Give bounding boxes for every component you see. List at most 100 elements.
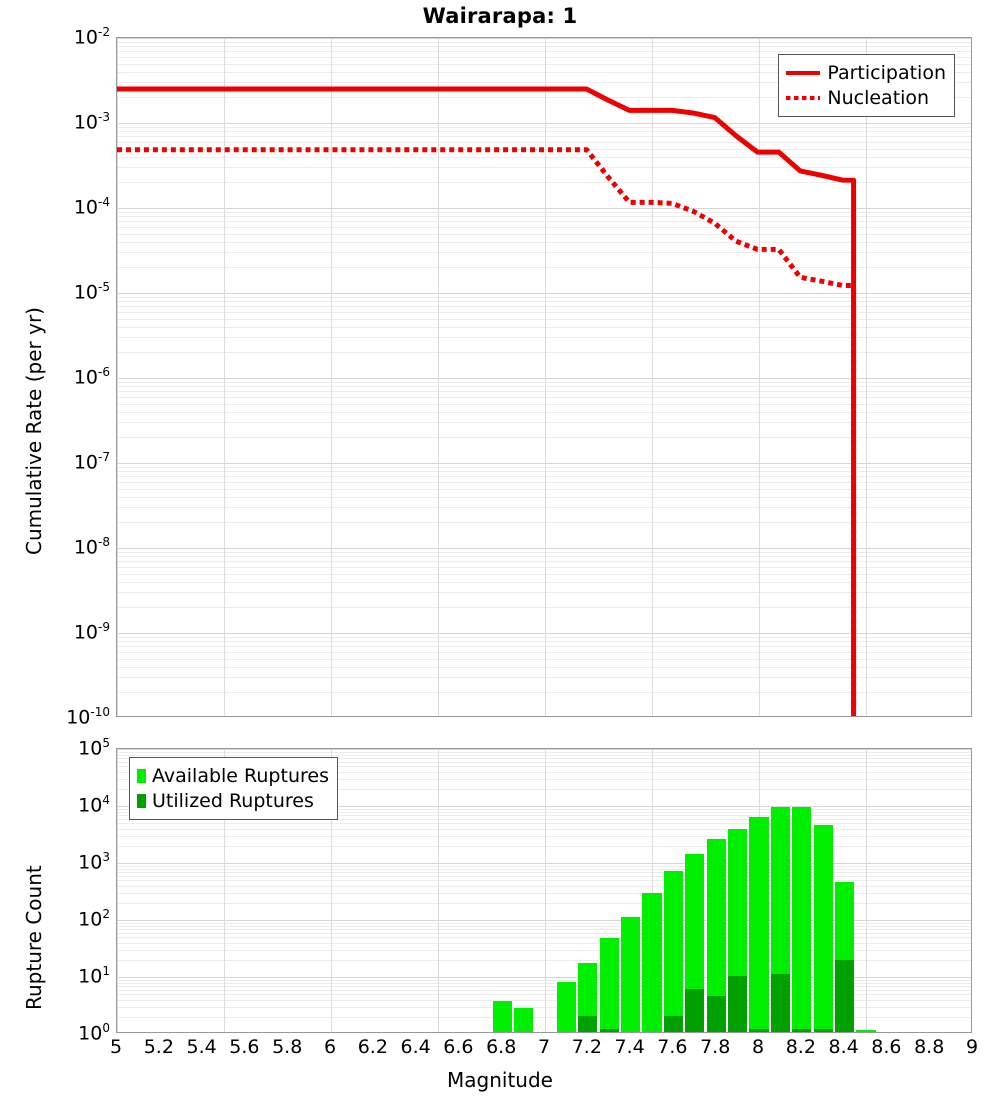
gridline-h — [117, 677, 971, 678]
gridline-v — [331, 749, 332, 1032]
gridline-h — [117, 1007, 971, 1008]
gridline-h — [117, 1000, 971, 1001]
gridline-h — [117, 467, 971, 468]
gridline-h — [117, 234, 971, 235]
rupture-count-plot: Available Ruptures Utilized Ruptures — [116, 748, 972, 1033]
ytick-bottom-tick: 102 — [78, 907, 110, 931]
gridline-h — [117, 378, 971, 379]
x-tick: 7.2 — [571, 1036, 602, 1058]
gridline-h — [117, 637, 971, 638]
gridline-h — [117, 986, 971, 987]
gridline-h — [117, 327, 971, 328]
gridline-h — [117, 937, 971, 938]
x-tick: 5 — [109, 1036, 123, 1058]
rupture-bar — [599, 749, 619, 1032]
bar-available-segment — [813, 825, 833, 1032]
gridline-h — [117, 142, 971, 143]
ytick-top-tick: 10-6 — [73, 365, 110, 389]
bar-available-segment — [599, 938, 619, 1032]
gridline-v — [866, 749, 867, 1032]
gridline-h — [117, 293, 971, 294]
rupture-bar — [706, 749, 726, 1032]
legend-item-nucleation[interactable]: Nucleation — [786, 85, 946, 110]
x-tick: 7.4 — [614, 1036, 645, 1058]
gridline-h — [117, 51, 971, 52]
x-tick: 8.2 — [785, 1036, 816, 1058]
gridline-h — [117, 667, 971, 668]
gridline-h — [117, 582, 971, 583]
gridline-h — [117, 72, 971, 73]
gridline-h — [117, 42, 971, 43]
gridline-h — [117, 983, 971, 984]
rupture-bar — [685, 749, 705, 1032]
bar-utilized-segment — [578, 1016, 598, 1032]
bar-available-segment — [578, 963, 598, 1032]
gridline-h — [117, 903, 971, 904]
rate-curves — [117, 86, 857, 716]
legend-item-utilized-ruptures[interactable]: Utilized Ruptures — [137, 788, 329, 813]
legend-label-available: Available Ruptures — [152, 764, 329, 787]
gridline-h — [117, 497, 971, 498]
gridline-v — [652, 749, 653, 1032]
gridline-v — [331, 38, 332, 716]
gridline-h — [117, 592, 971, 593]
gridline-v — [545, 38, 546, 716]
gridline-h — [117, 437, 971, 438]
gridline-h — [117, 950, 971, 951]
bar-utilized-segment — [813, 1028, 833, 1032]
rupture-bar — [492, 749, 512, 1032]
bar-available-segment — [556, 982, 577, 1032]
gridline-h — [117, 886, 971, 887]
x-tick: 6.4 — [400, 1036, 431, 1058]
rupture-bar — [749, 749, 769, 1032]
gridline-h — [117, 755, 971, 756]
top-y-axis-label: Cumulative Rate (per yr) — [22, 307, 46, 555]
gridline-v — [866, 38, 867, 716]
gridline-h — [117, 422, 971, 423]
gridline-h — [117, 182, 971, 183]
bar-available-segment — [663, 870, 684, 1032]
ytick-bottom-tick: 105 — [78, 736, 110, 760]
gridline-h — [117, 815, 971, 816]
gridline-h — [117, 522, 971, 523]
gridline-h — [117, 561, 971, 562]
gridline-v — [652, 38, 653, 716]
bar-available-segment — [706, 839, 726, 1032]
gridline-h — [117, 382, 971, 383]
gridline-h — [117, 819, 971, 820]
gridline-h — [117, 766, 971, 767]
gridline-h — [117, 943, 971, 944]
gridline-h — [117, 933, 971, 934]
ytick-bottom-tick: 100 — [78, 1021, 110, 1045]
x-tick: 7.8 — [700, 1036, 731, 1058]
legend-item-participation[interactable]: Participation — [786, 60, 946, 85]
gridline-h — [117, 312, 971, 313]
ytick-top-tick: 10-5 — [73, 280, 110, 304]
gridline-h — [117, 556, 971, 557]
rupture-bar — [856, 749, 876, 1032]
gridline-v — [224, 38, 225, 716]
utilized-swatch-icon — [137, 793, 146, 808]
legend-label-nucleation: Nucleation — [827, 86, 930, 109]
x-tick: 5.8 — [272, 1036, 303, 1058]
gridline-h — [117, 404, 971, 405]
rupture-bar — [770, 749, 791, 1032]
curve-nucleation — [117, 147, 857, 716]
gridline-v — [759, 38, 760, 716]
gridline-h — [117, 397, 971, 398]
rupture-bar — [792, 749, 812, 1032]
x-tick: 9 — [965, 1036, 979, 1058]
rupture-bar — [578, 749, 598, 1032]
gridline-v — [117, 749, 118, 1032]
bottom-gridlines — [117, 749, 971, 1032]
x-tick: 7 — [537, 1036, 551, 1058]
gridline-h — [117, 758, 971, 759]
x-tick: 8.6 — [871, 1036, 902, 1058]
rupture-bar — [620, 749, 641, 1032]
legend-item-available-ruptures[interactable]: Available Ruptures — [137, 763, 329, 788]
legend-label-participation: Participation — [827, 61, 946, 84]
gridline-h — [117, 772, 971, 773]
gridline-h — [117, 319, 971, 320]
gridline-h — [117, 476, 971, 477]
